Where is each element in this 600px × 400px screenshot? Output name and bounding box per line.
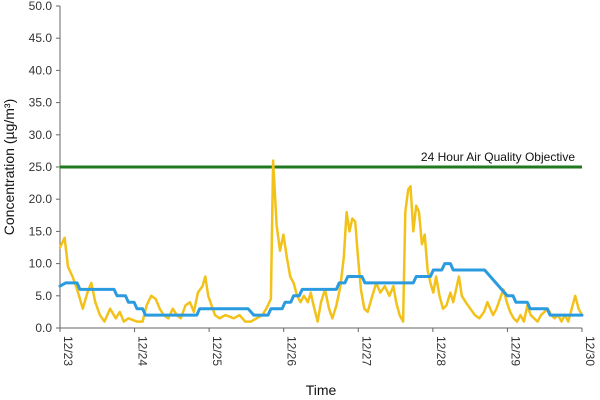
x-axis-title: Time (306, 382, 337, 398)
y-axis-title: Concentration (µg/m³) (1, 99, 17, 235)
y-tick-label: 20.0 (29, 192, 53, 206)
y-tick-label: 45.0 (29, 31, 53, 45)
reference-line: 24 Hour Air Quality Objective (60, 150, 582, 169)
data-series (58, 159, 584, 323)
x-tick-label: 12/30 (583, 336, 597, 366)
y-tick-label: 10.0 (29, 257, 53, 271)
y-tick-label: 0.0 (35, 321, 52, 335)
y-tick-label: 5.0 (35, 289, 52, 303)
series-line-2 (58, 262, 584, 317)
x-tick-label: 12/29 (508, 336, 522, 366)
y-axis: 0.0 5.0 10.0 15.0 20.0 25.0 30.0 35.0 40.0 45.0 50… (29, 0, 61, 335)
y-tick-label: 50.0 (29, 0, 53, 13)
y-tick-labels: 0.0 5.0 10.0 15.0 20.0 25.0 30.0 35.0 40.0 45.0 50… (29, 0, 60, 335)
x-tick-label: 12/24 (136, 336, 150, 366)
y-tick-label: 40.0 (29, 63, 53, 77)
series-line-1 (58, 159, 584, 323)
x-tick-label: 12/27 (359, 336, 373, 366)
x-tick-label: 12/28 (434, 336, 448, 366)
x-tick-label: 12/25 (210, 336, 224, 366)
x-tick-label: 12/23 (61, 336, 75, 366)
objective-label: 24 Hour Air Quality Objective (421, 150, 575, 164)
x-axis: 12/23 12/24 12/25 12/26 12/27 12/28 12/29 12/30 (59, 327, 597, 366)
x-tick-labels: 12/23 12/24 12/25 12/26 12/27 12/28 12/29 12/30 (59, 328, 597, 366)
y-tick-label: 25.0 (29, 160, 53, 174)
y-tick-label: 35.0 (29, 96, 53, 110)
y-tick-label: 15.0 (29, 224, 53, 238)
x-tick-label: 12/26 (285, 336, 299, 366)
y-tick-label: 30.0 (29, 128, 53, 142)
